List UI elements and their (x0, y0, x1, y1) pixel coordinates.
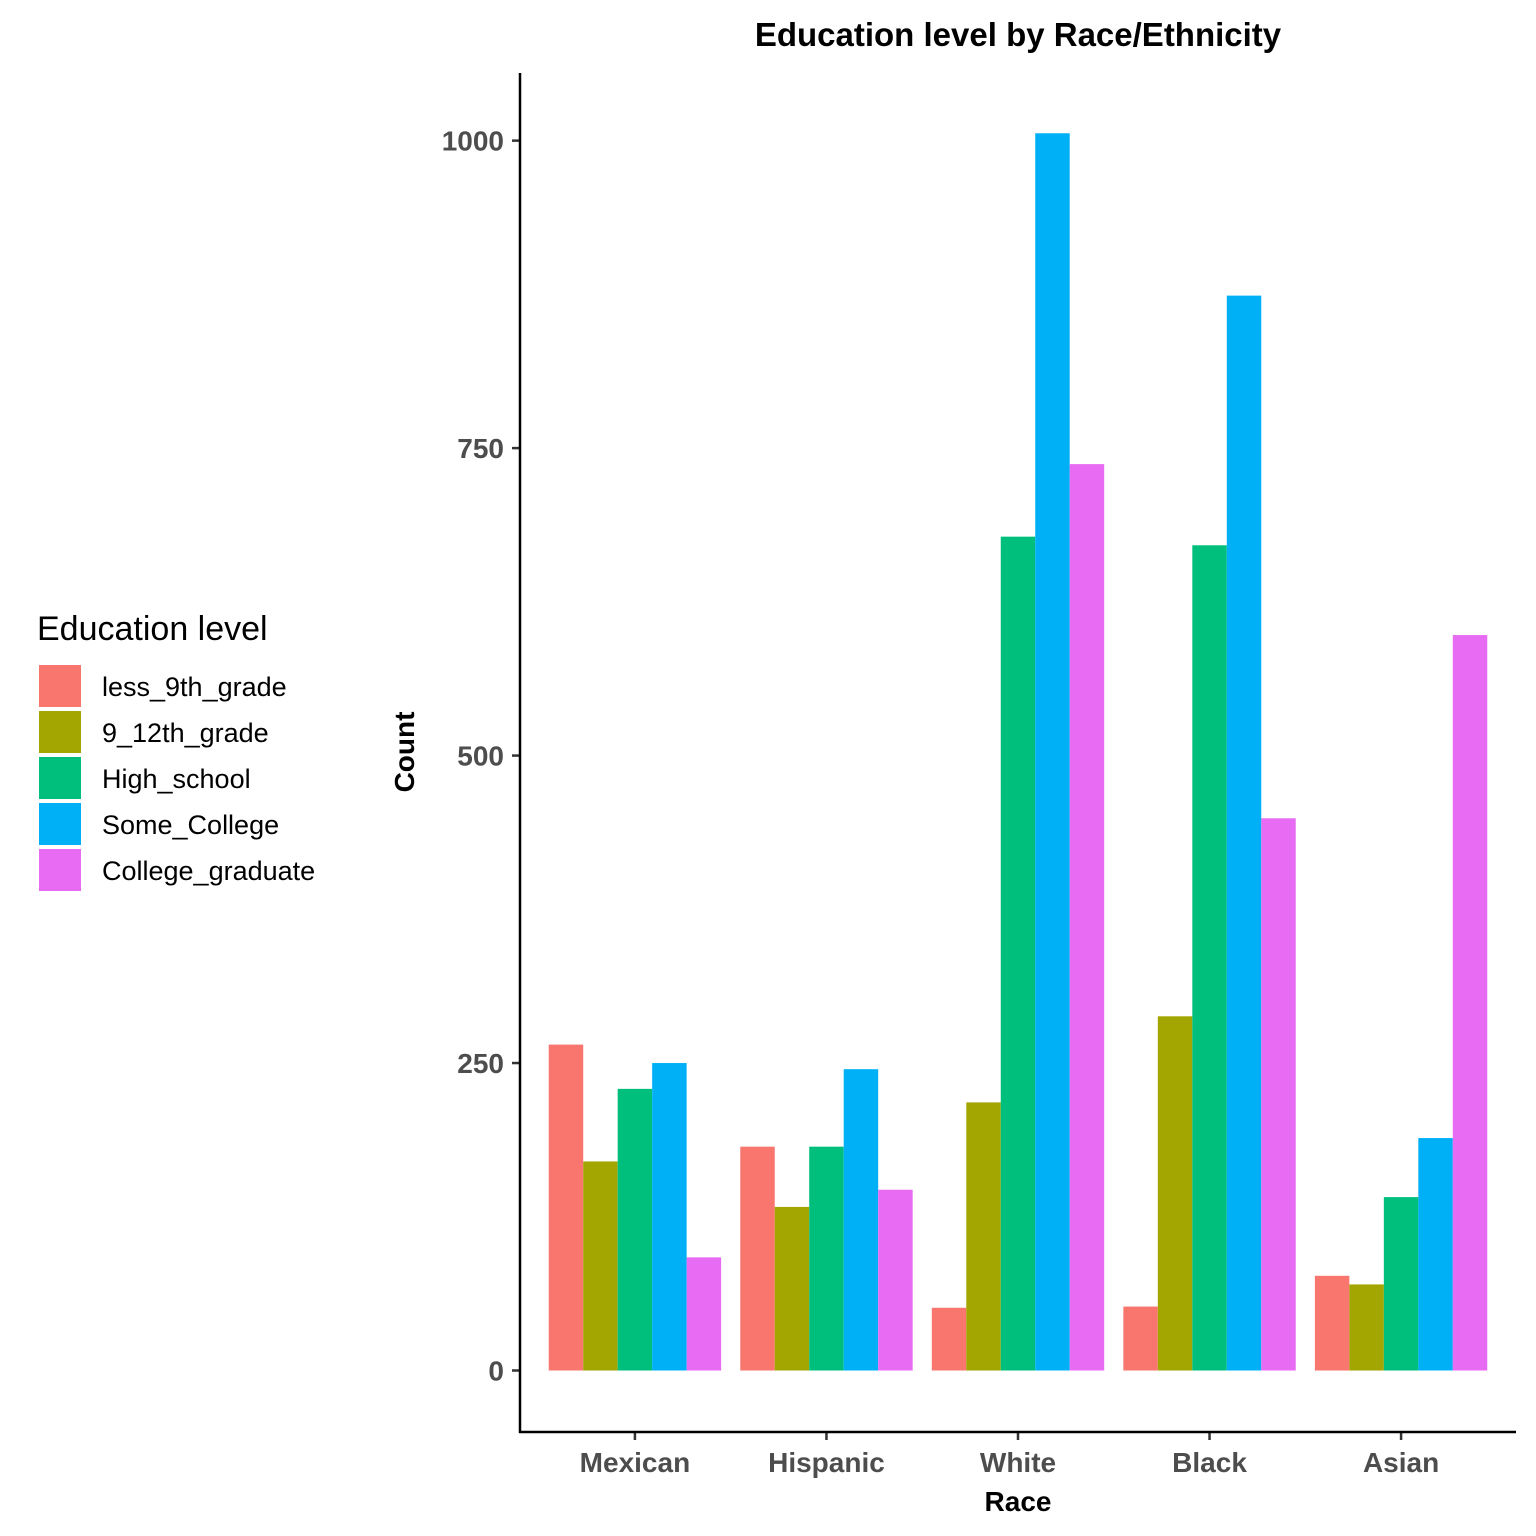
bar-mexican-some-college (652, 1063, 687, 1371)
bar-asian-less-9th-grade (1314, 1275, 1350, 1371)
bar-hispanic-some-college (843, 1069, 879, 1371)
legend-key-less-9th-grade (39, 665, 81, 707)
y-tick-label: 500 (457, 741, 504, 772)
legend-label-less-9th-grade: less_9th_grade (102, 672, 287, 702)
bars-group (548, 133, 1488, 1371)
bar-white-college-graduate (1069, 464, 1105, 1371)
x-axis-ticks: Mexican Hispanic White Black Asian (580, 1432, 1439, 1478)
bar-white-less-9th-grade (931, 1307, 967, 1371)
legend-label-some-college: Some_College (102, 810, 279, 840)
bar-asian-some-college (1418, 1138, 1453, 1371)
chart-title: Education level by Race/Ethnicity (755, 16, 1282, 53)
legend: Education level less_9th_grade 9_12th_gra… (37, 610, 315, 891)
x-tick-label-hispanic: Hispanic (768, 1447, 885, 1478)
bar-hispanic-9-12th-grade (774, 1206, 810, 1371)
bar-white-some-college (1035, 133, 1070, 1371)
x-tick-label-asian: Asian (1363, 1447, 1439, 1478)
legend-key-college-graduate (39, 849, 81, 891)
bar-hispanic-college-graduate (878, 1189, 913, 1371)
bar-asian-9-12th-grade (1349, 1284, 1384, 1371)
legend-label-9-12th-grade: 9_12th_grade (102, 718, 269, 748)
legend-items: less_9th_grade 9_12th_grade High_school Som… (39, 665, 315, 891)
bar-white-9-12th-grade (966, 1102, 1001, 1371)
bar-black-high-school (1192, 545, 1227, 1371)
y-axis-title: Count (389, 712, 420, 793)
x-axis-title: Race (985, 1486, 1052, 1517)
y-tick-label: 750 (457, 433, 504, 464)
y-axis-ticks: 0 250 500 750 1000 (442, 126, 520, 1387)
legend-key-some-college (39, 803, 81, 845)
legend-key-high-school (39, 757, 81, 799)
bar-asian-high-school (1383, 1197, 1419, 1371)
y-tick-label: 250 (457, 1048, 504, 1079)
bar-asian-college-graduate (1452, 635, 1488, 1371)
bar-mexican-less-9th-grade (548, 1044, 584, 1371)
bar-mexican-9-12th-grade (583, 1161, 618, 1371)
bar-black-college-graduate (1261, 818, 1296, 1371)
bar-hispanic-less-9th-grade (740, 1146, 775, 1371)
legend-key-9-12th-grade (39, 711, 81, 753)
bar-black-some-college (1226, 295, 1262, 1371)
y-tick-label: 0 (488, 1356, 504, 1387)
legend-title: Education level (37, 610, 268, 648)
bar-black-less-9th-grade (1123, 1306, 1158, 1371)
bar-mexican-college-graduate (686, 1257, 722, 1371)
y-tick-label: 1000 (442, 126, 504, 157)
x-tick-label-white: White (980, 1447, 1056, 1478)
x-tick-label-mexican: Mexican (580, 1447, 691, 1478)
bar-white-high-school (1000, 536, 1036, 1371)
legend-label-high-school: High_school (102, 764, 251, 794)
bar-black-9-12th-grade (1157, 1016, 1193, 1371)
x-tick-label-black: Black (1172, 1447, 1247, 1478)
legend-label-college-graduate: College_graduate (102, 856, 315, 886)
bar-mexican-high-school (617, 1088, 653, 1371)
bar-hispanic-high-school (809, 1146, 844, 1371)
